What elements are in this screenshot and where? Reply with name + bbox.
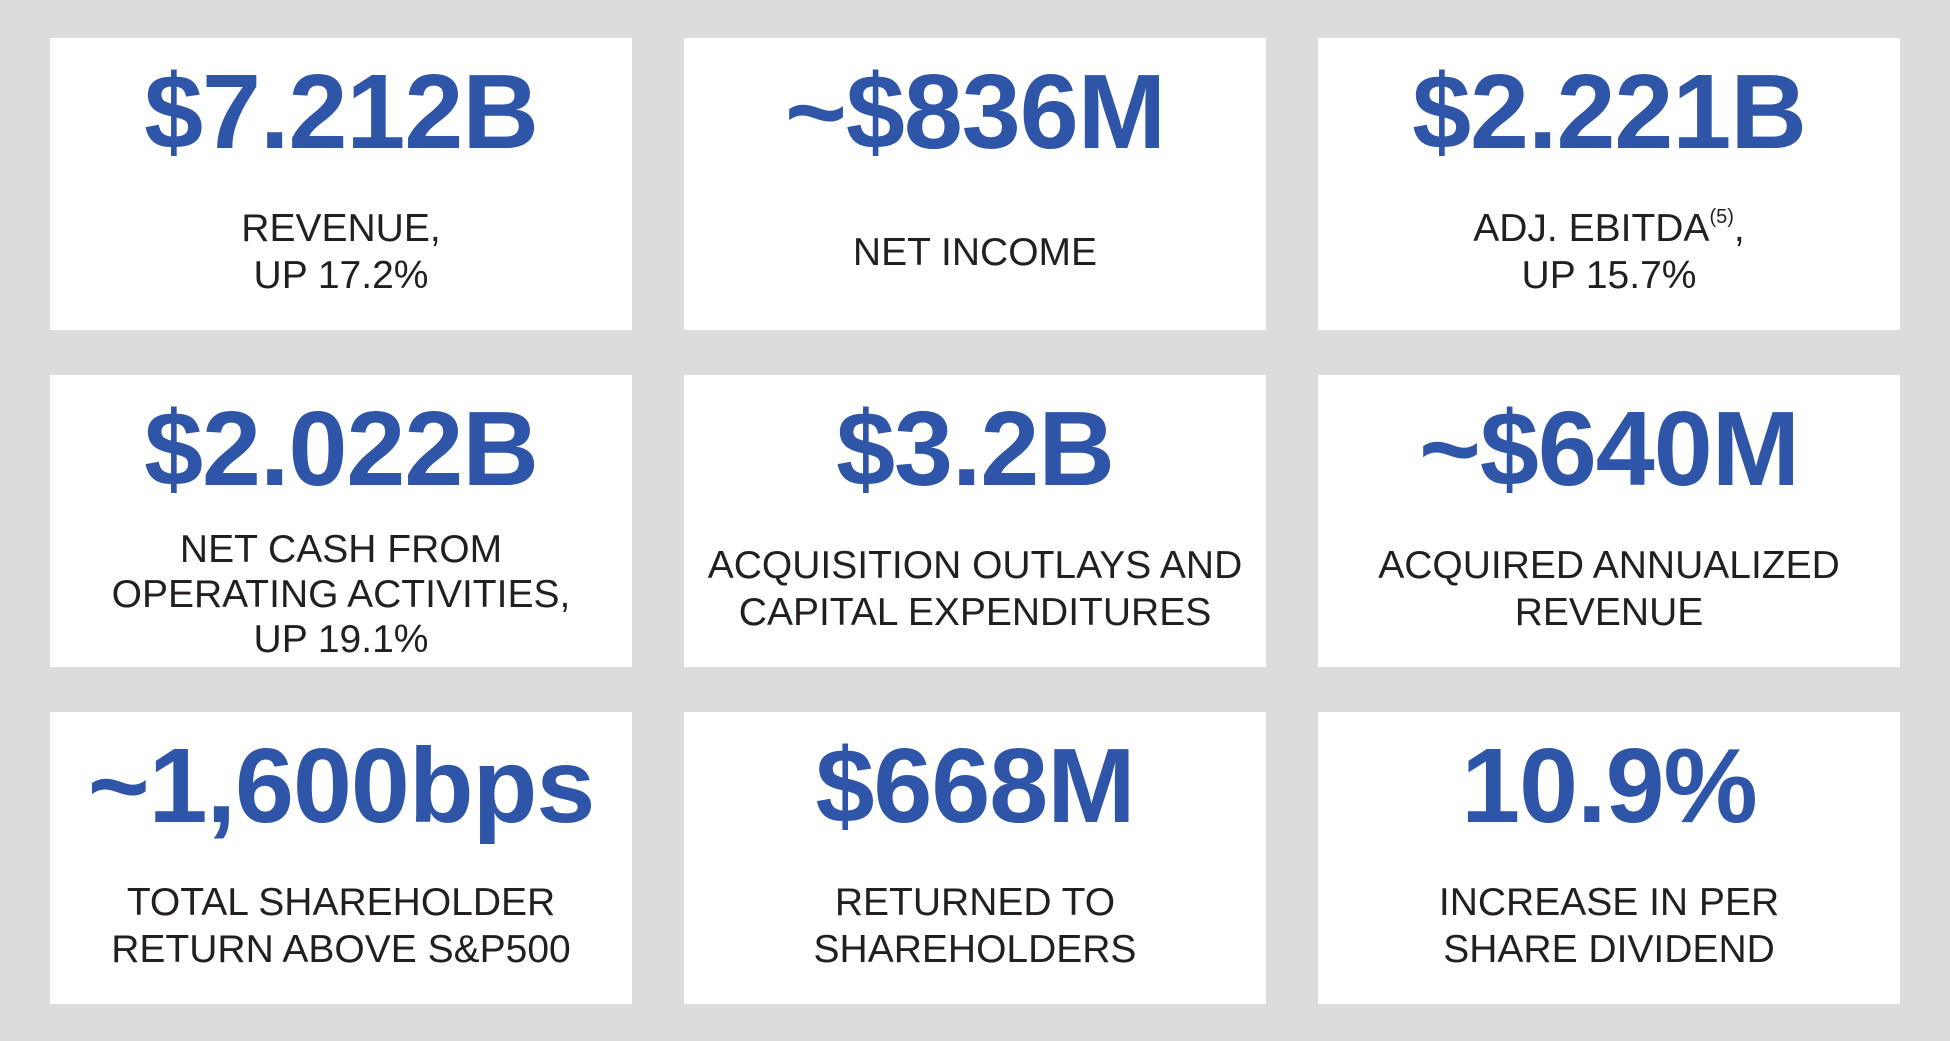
caption-line-suffix: , — [1733, 207, 1745, 250]
shareholder-return-value: ~1,600bps — [87, 727, 596, 845]
caption-line: OPERATING ACTIVITIES, — [111, 572, 571, 616]
operating-cash-card: $2.022B NET CASH FROM OPERATING ACTIVITI… — [50, 375, 632, 667]
caption-line: TOTAL SHAREHOLDER — [126, 881, 556, 924]
caption-line: CAPITAL EXPENDITURES — [738, 591, 1212, 634]
dividend-increase-caption: INCREASE IN PER SHARE DIVIDEND — [1318, 872, 1900, 1004]
acquisition-outlays-value: $3.2B — [836, 390, 1115, 508]
caption-line: REVENUE — [1514, 591, 1704, 634]
caption-line: ADJ. EBITDA(5), — [1473, 205, 1745, 252]
caption-line: SHARE DIVIDEND — [1443, 928, 1775, 971]
caption-line: SHAREHOLDERS — [813, 928, 1137, 971]
revenue-caption: REVENUE, UP 17.2% — [50, 198, 632, 330]
acquisition-outlays-card: $3.2B ACQUISITION OUTLAYS AND CAPITAL EX… — [684, 375, 1266, 667]
net-income-caption: NET INCOME — [684, 198, 1266, 330]
caption-line: REVENUE, — [241, 207, 441, 250]
dividend-increase-card: 10.9% INCREASE IN PER SHARE DIVIDEND — [1318, 712, 1900, 1004]
caption-line: ACQUIRED ANNUALIZED — [1378, 544, 1840, 587]
caption-line: UP 19.1% — [253, 617, 429, 661]
adj-ebitda-card: $2.221B ADJ. EBITDA(5), UP 15.7% — [1318, 38, 1900, 330]
operating-cash-caption: NET CASH FROM OPERATING ACTIVITIES, UP 1… — [50, 528, 632, 667]
operating-cash-value: $2.022B — [144, 390, 539, 508]
net-income-value: ~$836M — [784, 53, 1166, 171]
caption-line: NET CASH FROM — [179, 527, 503, 571]
returned-to-shareholders-card: $668M RETURNED TO SHAREHOLDERS — [684, 712, 1266, 1004]
caption-line: INCREASE IN PER — [1438, 881, 1780, 924]
caption-line-text: ADJ. EBITDA — [1473, 207, 1710, 250]
shareholder-return-caption: TOTAL SHAREHOLDER RETURN ABOVE S&P500 — [50, 872, 632, 1004]
returned-to-shareholders-value: $668M — [815, 727, 1135, 845]
caption-line: UP 17.2% — [253, 254, 429, 297]
caption-line: RETURN ABOVE S&P500 — [111, 928, 571, 971]
revenue-card: $7.212B REVENUE, UP 17.2% — [50, 38, 632, 330]
caption-line: NET INCOME — [852, 230, 1098, 274]
acquisition-outlays-caption: ACQUISITION OUTLAYS AND CAPITAL EXPENDIT… — [684, 535, 1266, 667]
shareholder-return-card: ~1,600bps TOTAL SHAREHOLDER RETURN ABOVE… — [50, 712, 632, 1004]
caption-line: UP 15.7% — [1521, 254, 1697, 297]
adj-ebitda-value: $2.221B — [1412, 53, 1807, 171]
returned-to-shareholders-caption: RETURNED TO SHAREHOLDERS — [684, 872, 1266, 1004]
dividend-increase-value: 10.9% — [1461, 727, 1758, 845]
acquired-revenue-caption: ACQUIRED ANNUALIZED REVENUE — [1318, 535, 1900, 667]
net-income-card: ~$836M NET INCOME — [684, 38, 1266, 330]
revenue-value: $7.212B — [144, 53, 539, 171]
acquired-revenue-value: ~$640M — [1418, 390, 1800, 508]
metrics-grid: $7.212B REVENUE, UP 17.2% ~$836M NET INC… — [50, 38, 1900, 1004]
footnote-marker: (5) — [1709, 206, 1734, 228]
caption-line: RETURNED TO — [834, 881, 1116, 924]
acquired-revenue-card: ~$640M ACQUIRED ANNUALIZED REVENUE — [1318, 375, 1900, 667]
caption-line: ACQUISITION OUTLAYS AND — [707, 544, 1243, 587]
adj-ebitda-caption: ADJ. EBITDA(5), UP 15.7% — [1318, 198, 1900, 330]
